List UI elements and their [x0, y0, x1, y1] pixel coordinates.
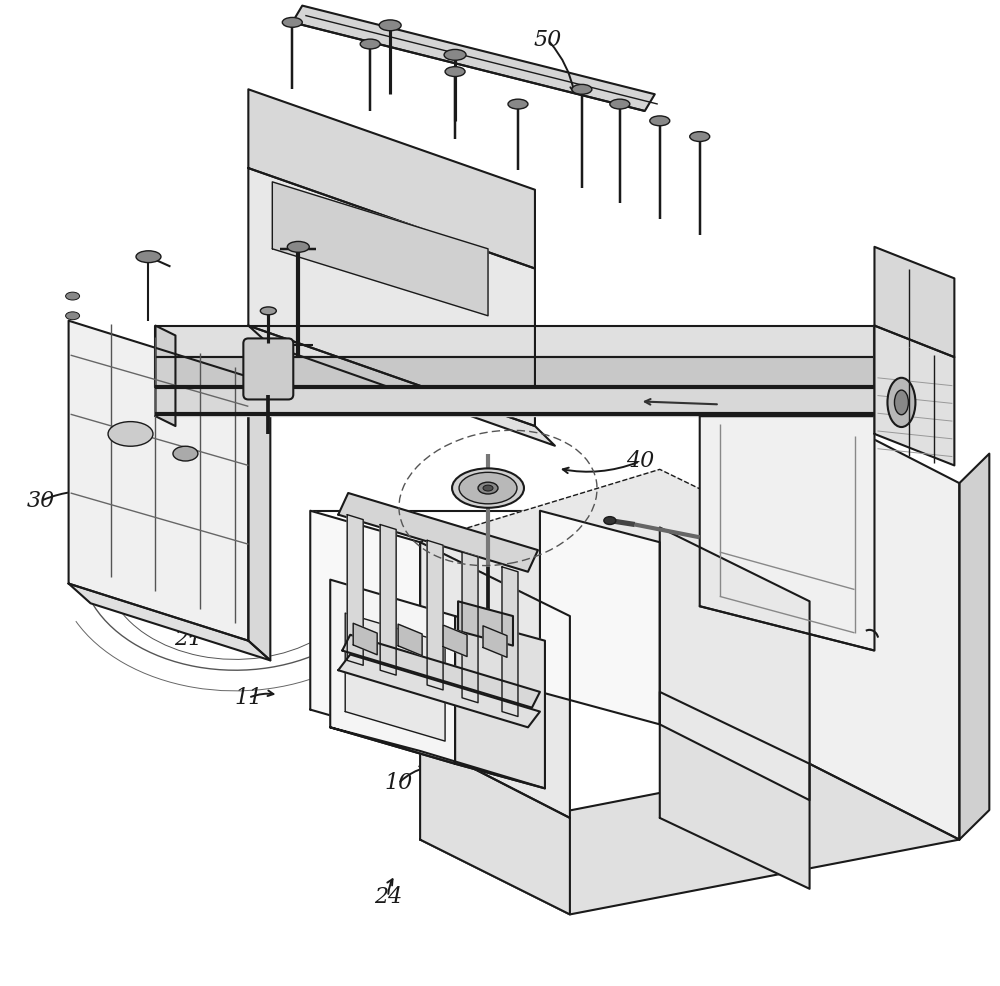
Ellipse shape — [379, 20, 401, 31]
Ellipse shape — [287, 242, 309, 252]
Polygon shape — [248, 168, 535, 426]
Polygon shape — [458, 601, 513, 646]
Polygon shape — [353, 623, 377, 655]
Polygon shape — [248, 325, 555, 446]
Polygon shape — [155, 325, 175, 426]
Ellipse shape — [260, 307, 276, 315]
Text: 23: 23 — [863, 797, 892, 819]
Polygon shape — [330, 728, 545, 789]
Polygon shape — [874, 325, 954, 465]
Ellipse shape — [282, 18, 302, 28]
Polygon shape — [248, 377, 270, 661]
Ellipse shape — [66, 292, 80, 300]
Polygon shape — [345, 613, 445, 741]
Polygon shape — [338, 655, 540, 728]
Ellipse shape — [610, 100, 630, 109]
Ellipse shape — [108, 422, 153, 447]
Polygon shape — [420, 764, 959, 914]
Polygon shape — [420, 542, 570, 818]
Polygon shape — [483, 626, 507, 658]
Polygon shape — [380, 525, 396, 675]
Polygon shape — [155, 325, 874, 357]
Polygon shape — [69, 584, 270, 661]
Polygon shape — [330, 580, 455, 764]
Polygon shape — [342, 635, 540, 708]
Ellipse shape — [572, 85, 592, 95]
Ellipse shape — [508, 100, 528, 109]
Polygon shape — [874, 325, 909, 434]
Polygon shape — [874, 246, 954, 357]
Polygon shape — [272, 181, 488, 316]
Polygon shape — [455, 616, 545, 789]
Polygon shape — [420, 741, 570, 914]
Ellipse shape — [173, 447, 198, 461]
Polygon shape — [338, 493, 538, 572]
Ellipse shape — [483, 485, 493, 491]
Text: 50: 50 — [534, 29, 562, 51]
Text: 22: 22 — [611, 876, 639, 898]
Ellipse shape — [894, 390, 908, 415]
Text: 30: 30 — [27, 490, 55, 512]
Polygon shape — [310, 511, 420, 741]
Polygon shape — [700, 416, 874, 651]
Ellipse shape — [136, 250, 161, 262]
Polygon shape — [155, 357, 874, 387]
Ellipse shape — [360, 39, 380, 49]
Polygon shape — [959, 454, 989, 840]
Text: 24: 24 — [374, 885, 402, 908]
Text: 11: 11 — [234, 687, 262, 709]
FancyBboxPatch shape — [243, 338, 293, 399]
Ellipse shape — [478, 482, 498, 494]
Polygon shape — [420, 469, 810, 616]
Polygon shape — [540, 511, 660, 725]
Polygon shape — [502, 567, 518, 717]
Polygon shape — [398, 624, 422, 656]
Text: 10: 10 — [384, 772, 412, 795]
Polygon shape — [248, 90, 535, 268]
Ellipse shape — [445, 67, 465, 77]
Ellipse shape — [444, 49, 466, 60]
Ellipse shape — [887, 378, 915, 427]
Text: 21: 21 — [174, 628, 203, 650]
Ellipse shape — [650, 116, 670, 126]
Polygon shape — [462, 552, 478, 703]
Polygon shape — [292, 6, 655, 111]
Text: 40: 40 — [626, 451, 654, 472]
Text: 20: 20 — [880, 579, 909, 600]
Text: 31: 31 — [326, 372, 354, 393]
Ellipse shape — [66, 312, 80, 319]
Polygon shape — [810, 406, 959, 840]
Ellipse shape — [452, 468, 524, 508]
Text: 60: 60 — [880, 372, 909, 393]
Polygon shape — [155, 387, 874, 416]
Polygon shape — [443, 625, 467, 657]
Ellipse shape — [604, 517, 616, 525]
Ellipse shape — [690, 132, 710, 142]
Polygon shape — [347, 515, 363, 666]
Polygon shape — [427, 540, 443, 690]
Polygon shape — [660, 528, 810, 801]
Ellipse shape — [459, 472, 517, 504]
Polygon shape — [69, 320, 248, 641]
Text: 51: 51 — [326, 135, 354, 158]
Polygon shape — [660, 692, 810, 888]
